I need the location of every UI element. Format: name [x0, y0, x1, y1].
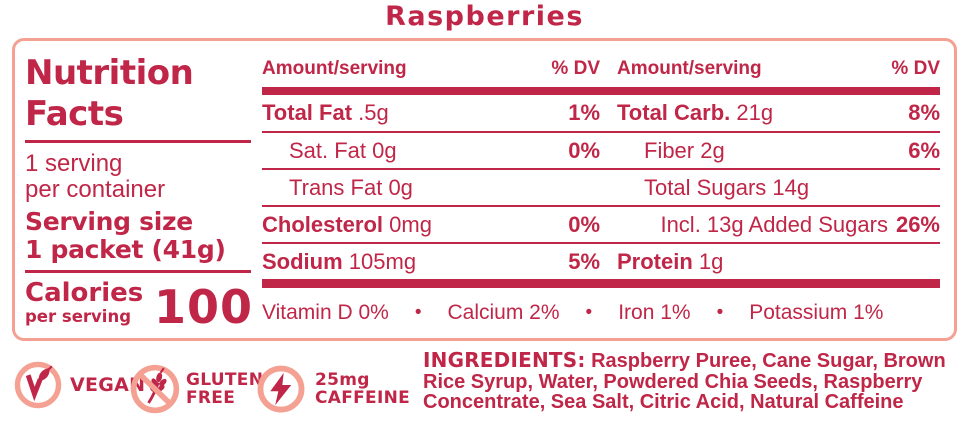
gluten-free-badge: GLUTEN FREE — [129, 363, 263, 415]
caffeine-icon — [257, 365, 305, 413]
dv-header: % DV — [891, 58, 940, 79]
gluten-free-label: GLUTEN FREE — [186, 371, 263, 407]
calories-labels: Calories per serving — [25, 280, 143, 326]
nutrient-cell-right: Fiber 2g 6% — [617, 138, 940, 164]
nutrient-label: Total Carb. — [617, 100, 731, 125]
gluten-free-icon — [130, 364, 180, 414]
nutrient-name: Sat. Fat 0g — [289, 137, 397, 163]
heading-line2: Facts — [25, 94, 124, 134]
ingredients-label: INGREDIENTS: — [423, 348, 586, 372]
dv-value: 0% — [568, 137, 600, 163]
caffeine-badge: 25mg CAFFEINE — [256, 364, 410, 414]
caffeine-label: 25mg CAFFEINE — [315, 371, 410, 407]
caffeine-label-line2: CAFFEINE — [315, 388, 411, 408]
header-right: Amount/serving % DV — [617, 58, 940, 80]
dv-value: 26% — [895, 211, 940, 237]
micronutrient: Potassium 1% — [749, 301, 884, 324]
nutrient-label: Trans Fat — [289, 174, 383, 200]
nutrient-label: Sodium — [262, 248, 343, 274]
nutrient-row: Sodium 105mg 5% Protein 1g — [262, 242, 940, 279]
nutrient-cell-left: Cholesterol 0mg 0% — [262, 212, 600, 238]
nutrient-cell-left: Trans Fat 0g — [262, 175, 600, 201]
nutrient-name: Total Fat .5g — [262, 100, 389, 125]
nutrient-cell-right: Incl. 13g Added Sugars 26% — [617, 212, 940, 238]
nutrient-cell-left: Sat. Fat 0g 0% — [262, 138, 600, 164]
nutrition-facts-heading: Nutrition Facts — [25, 53, 255, 135]
amount-serving-header: Amount/serving — [617, 58, 762, 79]
calories-sublabel: per serving — [25, 307, 132, 326]
nutrient-name: Protein 1g — [617, 248, 724, 274]
dv-header: % DV — [551, 58, 600, 79]
thick-divider-bar — [262, 279, 940, 288]
ingredients-text: Raspberry Puree, Cane Sugar, Brown Rice … — [423, 350, 946, 413]
nutrient-rows: Total Fat .5g 1% Total Carb. 21g 8% Sat. Fat… — [262, 95, 940, 279]
serving-size: Serving size 1 packet (41g) — [25, 208, 255, 264]
ingredients-block: INGREDIENTS: Raspberry Puree, Cane Sugar… — [423, 350, 968, 413]
servings-line2: per container — [25, 176, 166, 203]
servings-per-container: 1 serving per container — [25, 151, 255, 203]
header-left: Amount/serving % DV — [262, 58, 600, 80]
nutrient-table: Amount/serving % DV Amount/serving % DV … — [262, 41, 940, 338]
caffeine-label-line1: 25mg — [315, 370, 370, 390]
gluten-label-line1: GLUTEN — [186, 370, 264, 390]
nutrient-row: Trans Fat 0g Total Sugars 14g — [262, 168, 940, 205]
nutrient-name: Trans Fat 0g — [289, 174, 413, 200]
nutrient-name: Total Sugars 14g — [644, 174, 810, 200]
thick-divider-bar — [262, 87, 940, 95]
nutrient-name: Sodium 105mg — [262, 248, 417, 274]
nutrient-name: Incl. 13g Added Sugars — [660, 212, 888, 238]
serving-size-value: 1 packet (41g) — [25, 235, 226, 264]
divider-rule — [25, 270, 251, 273]
nutrient-name: Total Carb. 21g — [617, 100, 774, 125]
nutrient-label: Sat. Fat — [289, 137, 367, 163]
nutrient-cell-right: Protein 1g — [617, 249, 940, 275]
bullet-separator: • — [585, 302, 593, 323]
bullet-separator: • — [716, 302, 724, 323]
nutrient-row: Sat. Fat 0g 0% Fiber 2g 6% — [262, 131, 940, 168]
nutrient-table-header: Amount/serving % DV Amount/serving % DV — [262, 41, 940, 87]
serving-info-column: Nutrition Facts 1 serving per container … — [25, 41, 255, 334]
nutrient-name: Cholesterol 0mg — [262, 211, 432, 237]
dv-value: 0% — [568, 211, 600, 237]
nutrient-cell-right: Total Sugars 14g — [617, 175, 940, 201]
calories-value: 100 — [153, 280, 253, 334]
heading-line1: Nutrition — [25, 53, 194, 93]
nutrient-label: Incl. 13g Added Sugars — [660, 211, 888, 237]
dv-value: 6% — [908, 137, 940, 163]
divider-rule — [25, 140, 251, 143]
nutrient-label: Fiber — [644, 137, 695, 163]
servings-line1: 1 serving — [25, 150, 123, 177]
dv-value: 8% — [908, 100, 940, 125]
calories-label: Calories — [25, 278, 144, 308]
vegan-icon — [14, 361, 62, 409]
nutrient-cell-right: Total Carb. 21g 8% — [617, 100, 940, 126]
nutrient-name: Fiber 2g — [644, 137, 725, 163]
nutrient-row: Total Fat .5g 1% Total Carb. 21g 8% — [262, 95, 940, 131]
vegan-label: VEGAN — [70, 374, 146, 396]
nutrient-label: Cholesterol — [262, 211, 384, 237]
micronutrient: Vitamin D 0% — [262, 301, 389, 324]
nutrient-label: Total Fat — [262, 100, 353, 125]
serving-size-label: Serving size — [25, 207, 193, 236]
nutrient-label: Total Sugars — [644, 174, 767, 200]
nutrient-label: Protein — [617, 248, 693, 274]
flavor-title: Raspberries — [385, 1, 584, 32]
dv-value: 1% — [568, 100, 600, 125]
nutrient-cell-left: Total Fat .5g 1% — [262, 100, 600, 126]
calories-row: Calories per serving 100 — [25, 280, 253, 334]
micronutrient: Calcium 2% — [447, 301, 560, 324]
bullet-separator: • — [414, 302, 422, 323]
dv-value: 5% — [568, 248, 600, 274]
micronutrient: Iron 1% — [618, 301, 691, 324]
nutrient-cell-left: Sodium 105mg 5% — [262, 249, 600, 275]
nutrition-facts-panel: Nutrition Facts 1 serving per container … — [12, 38, 957, 341]
nutrient-row: Cholesterol 0mg 0% Incl. 13g Added Sugars 2… — [262, 205, 940, 242]
micronutrients-row: Vitamin D 0% • Calcium 2% • Iron 1% • Potassiu… — [262, 288, 940, 338]
vegan-badge: VEGAN — [13, 360, 145, 410]
gluten-label-line2: FREE — [186, 388, 236, 408]
amount-serving-header: Amount/serving — [262, 58, 407, 79]
